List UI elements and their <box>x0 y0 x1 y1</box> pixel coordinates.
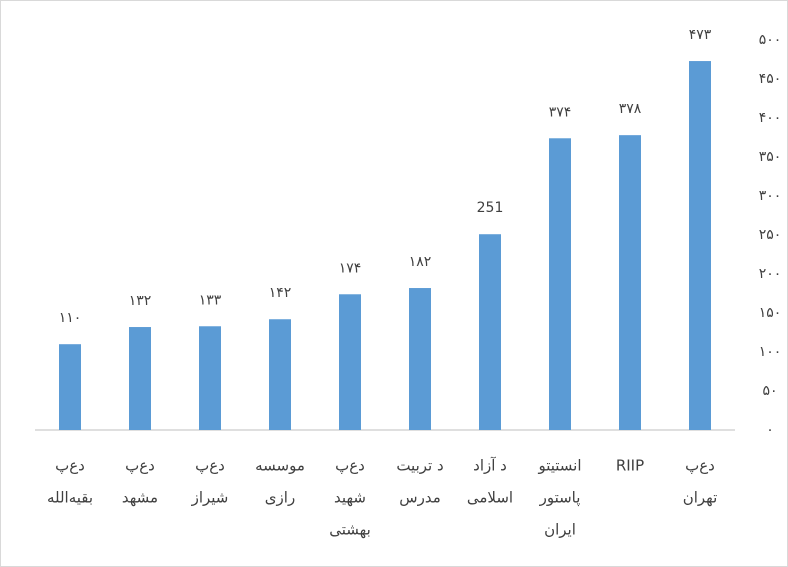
y-tick-label: ۴۵۰ <box>759 71 782 87</box>
y-tick-label: ۱۰۰ <box>759 344 782 360</box>
x-tick-label: دع‌پ <box>195 457 225 475</box>
data-label: ۳۷۴ <box>549 104 572 120</box>
y-tick-label: ۵۰ <box>762 383 777 399</box>
bar <box>689 61 711 431</box>
data-label: ۱۳۲ <box>129 293 152 309</box>
data-label: ۱۴۲ <box>269 285 292 301</box>
data-label: ۳۷۸ <box>619 101 642 117</box>
data-label: ۱۷۴ <box>339 260 362 276</box>
data-label: ۱۸۲ <box>409 254 432 270</box>
x-tick-label: شهید <box>334 489 366 507</box>
x-tick-label: موسسه <box>255 457 305 475</box>
x-tick-label: دع‌پ <box>125 457 155 475</box>
y-tick-label: ۲۰۰ <box>759 266 782 282</box>
bar <box>409 288 431 430</box>
y-tick-label: ۰ <box>766 422 774 438</box>
y-tick-label: ۴۰۰ <box>759 110 782 126</box>
bar <box>549 138 571 430</box>
x-tick-label: RIIP <box>616 457 644 475</box>
bar <box>479 234 501 430</box>
y-tick-label: ۳۰۰ <box>759 188 782 204</box>
x-tick-label: دع‌پ <box>685 457 715 475</box>
data-label: ۴۷۳ <box>689 27 712 43</box>
x-tick-label: دع‌پ <box>335 457 365 475</box>
y-tick-label: ۵۰۰ <box>759 32 782 48</box>
x-tick-label: رازی <box>265 489 295 507</box>
x-tick-label: انستیتو <box>537 457 581 475</box>
bar <box>339 294 361 430</box>
x-tick-label: مشهد <box>122 489 158 507</box>
bar <box>619 135 641 430</box>
bar <box>269 319 291 430</box>
bar <box>129 327 151 430</box>
y-tick-label: ۱۵۰ <box>759 305 782 321</box>
x-tick-label: دع‌پ <box>55 457 85 475</box>
data-label: ۱۳۳ <box>199 292 222 308</box>
x-tick-label: بقیه‌الله <box>47 489 93 507</box>
x-tick-label: مدرس <box>399 489 440 507</box>
x-tick-label: تهران <box>683 489 718 507</box>
y-tick-label: ۲۵۰ <box>759 227 782 243</box>
x-tick-label: شیراز <box>191 489 229 507</box>
y-tick-label: ۳۵۰ <box>759 149 782 165</box>
data-label: ۱۱۰ <box>59 310 82 326</box>
x-tick-label: اسلامی <box>467 489 513 507</box>
x-tick-label: پاستور <box>539 489 581 508</box>
data-label: 251 <box>477 200 504 216</box>
bar <box>59 344 81 430</box>
x-tick-label: د تربیت <box>396 457 443 475</box>
x-tick-label: ایران <box>544 521 576 539</box>
bar <box>199 326 221 430</box>
x-tick-label: د آزاد <box>473 457 507 475</box>
x-tick-label: بهشتی <box>329 521 371 539</box>
